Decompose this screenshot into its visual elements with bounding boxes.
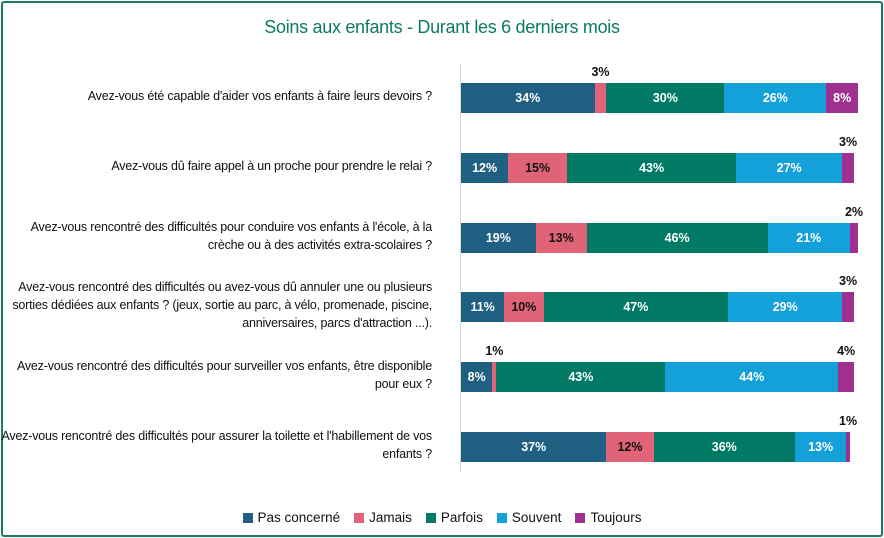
data-label: 47% <box>623 300 649 315</box>
legend-item: Toujours <box>575 510 641 525</box>
bar-segment-parfois: 43% <box>496 362 666 393</box>
legend-item: Jamais <box>354 510 412 525</box>
bar-segment-toujours <box>850 222 858 253</box>
bar-segment-toujours <box>838 362 854 393</box>
data-label: 30% <box>652 91 678 105</box>
legend-label: Pas concerné <box>257 510 341 525</box>
bar-segment-jamais <box>594 83 607 113</box>
category-label: Avez-vous rencontré des difficultés pour… <box>16 359 432 392</box>
bar-segment-pas-concerne: 8% <box>461 362 493 393</box>
data-label: 13% <box>548 230 574 245</box>
data-label: 37% <box>521 440 547 454</box>
bar-segment-parfois: 30% <box>606 83 725 113</box>
legend: Pas concerné Jamais Parfois Souvent Toujours <box>0 510 884 525</box>
bar-segment-jamais <box>492 362 497 393</box>
legend-item: Parfois <box>425 510 483 525</box>
data-label: 29% <box>772 300 798 315</box>
bar-segment-toujours <box>842 292 854 323</box>
data-label: 43% <box>639 160 665 175</box>
data-label: 19% <box>485 230 511 245</box>
data-label: 11% <box>470 300 495 315</box>
bar-segment-parfois: 43% <box>567 152 737 183</box>
data-label: 36% <box>711 440 737 454</box>
bar-segment-pas-concerne: 12% <box>461 152 509 183</box>
bar-segment-souvent: 27% <box>736 152 843 183</box>
legend-label: Parfois <box>440 510 483 525</box>
bar-segment-pas-concerne: 19% <box>461 222 536 253</box>
bar-segment-jamais: 10% <box>504 292 544 323</box>
bar-segment-toujours <box>842 152 854 183</box>
bar-segment-jamais: 15% <box>508 152 568 183</box>
bar-segment-souvent: 13% <box>795 432 847 462</box>
data-label: 10% <box>511 300 537 315</box>
legend-label: Jamais <box>369 510 412 525</box>
data-label: 46% <box>664 230 690 245</box>
data-label: 4% <box>837 344 856 359</box>
legend-label: Souvent <box>511 510 562 525</box>
legend-swatch <box>496 512 507 523</box>
category-label: Avez-vous rencontré des difficultés ou a… <box>12 280 432 331</box>
legend-swatch <box>575 512 586 523</box>
data-label: 21% <box>796 230 822 245</box>
bar-segment-souvent: 26% <box>724 83 827 113</box>
data-label: 3% <box>839 134 858 149</box>
category-axis-line <box>460 63 461 473</box>
bar-segment-jamais: 12% <box>606 432 654 462</box>
bar-segment-pas-concerne: 37% <box>461 432 607 462</box>
data-label: 15% <box>525 160 551 175</box>
data-label: 1% <box>839 414 858 428</box>
bar-segment-toujours <box>846 432 851 462</box>
category-label: Avez-vous rencontré des difficultés pour… <box>1 429 432 461</box>
bar-segment-parfois: 36% <box>653 432 796 462</box>
bar-segment-souvent: 29% <box>728 292 843 323</box>
bar-segment-souvent: 21% <box>767 222 851 253</box>
bar-segment-pas-concerne: 34% <box>461 83 595 113</box>
data-label: 3% <box>591 65 610 79</box>
data-label: 26% <box>762 91 788 105</box>
data-label: 12% <box>472 160 498 175</box>
data-label: 44% <box>739 370 765 385</box>
bar-segment-toujours: 8% <box>826 83 858 113</box>
bar-segment-parfois: 46% <box>586 222 768 253</box>
bar-segment-souvent: 44% <box>665 362 839 393</box>
legend-item: Souvent <box>496 510 562 525</box>
data-label: 27% <box>776 160 802 175</box>
data-label: 12% <box>617 440 643 454</box>
bar-segment-pas-concerne: 11% <box>461 292 505 323</box>
data-label: 1% <box>485 344 504 359</box>
legend-swatch <box>242 512 253 523</box>
chart-title: Soins aux enfants - Durant les 6 dernier… <box>264 17 620 37</box>
legend-swatch <box>425 512 436 523</box>
legend-label: Toujours <box>590 510 642 525</box>
data-label: 34% <box>515 91 541 105</box>
legend-swatch <box>354 512 365 523</box>
data-label: 13% <box>808 440 834 454</box>
category-label: Avez-vous dû faire appel à un proche pou… <box>111 158 432 173</box>
legend-item: Pas concerné <box>242 510 341 525</box>
data-label: 8% <box>833 91 852 105</box>
data-label: 3% <box>839 274 858 289</box>
data-label: 2% <box>844 204 864 219</box>
bar-segment-jamais: 13% <box>535 222 587 253</box>
data-label: 8% <box>467 370 486 385</box>
data-label: 43% <box>568 370 594 385</box>
bar-segment-parfois: 47% <box>543 292 729 323</box>
category-label: Avez-vous rencontré des difficultés pour… <box>30 219 433 252</box>
category-label: Avez-vous été capable d'aider vos enfant… <box>87 89 432 103</box>
